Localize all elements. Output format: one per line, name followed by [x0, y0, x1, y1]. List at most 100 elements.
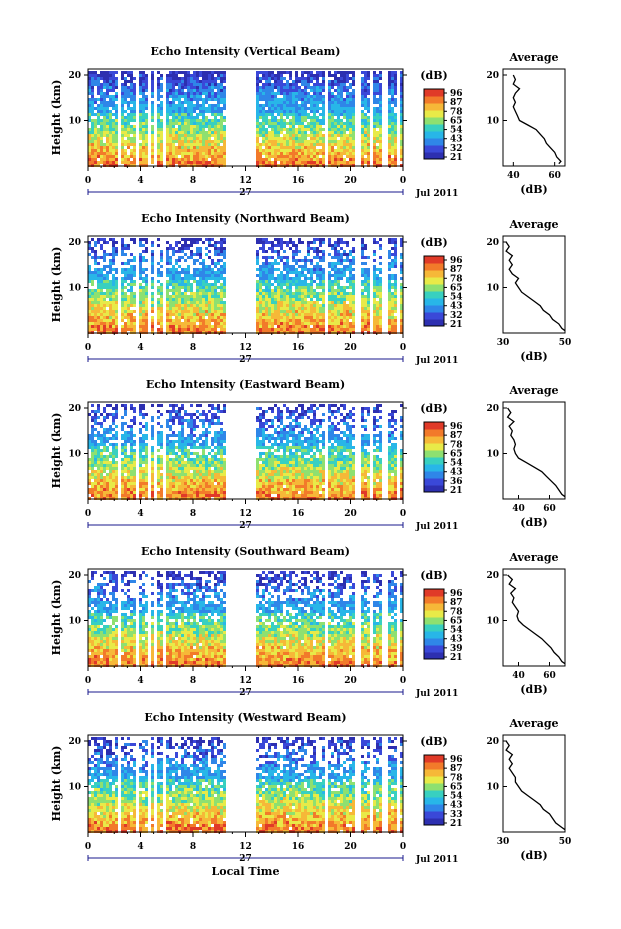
heatmap-cell: [262, 238, 265, 241]
heatmap-cell: [166, 256, 169, 259]
heatmap-cell: [172, 319, 175, 322]
heatmap-cell: [160, 134, 163, 137]
heatmap-cell: [217, 86, 220, 89]
heatmap-cell: [289, 152, 292, 155]
heatmap-cell: [124, 89, 127, 92]
heatmap-cell: [91, 143, 94, 146]
heatmap-cell: [199, 119, 202, 122]
heatmap-cell: [223, 128, 226, 131]
heatmap-cell: [364, 286, 367, 289]
heatmap-cell: [313, 250, 316, 253]
heatmap-cell: [91, 461, 94, 464]
heatmap-cell: [124, 304, 127, 307]
heatmap-cell: [340, 71, 343, 74]
colorbar-segment: [424, 270, 444, 278]
heatmap-cell: [259, 113, 262, 116]
heatmap-cell: [259, 77, 262, 80]
heatmap-cell: [388, 116, 391, 119]
heatmap-cell: [322, 101, 325, 104]
heatmap-cell: [112, 259, 115, 262]
heatmap-cell: [166, 134, 169, 137]
heatmap-cell: [181, 134, 184, 137]
heatmap-cell: [115, 149, 118, 152]
heatmap-cell: [307, 286, 310, 289]
heatmap-cell: [301, 74, 304, 77]
heatmap-cell: [376, 89, 379, 92]
heatmap-cell: [217, 286, 220, 289]
heatmap-cell: [181, 271, 184, 274]
heatmap-cell: [184, 77, 187, 80]
heatmap-cell: [319, 95, 322, 98]
heatmap-cell: [295, 131, 298, 134]
heatmap-cell: [301, 286, 304, 289]
heatmap-cell: [109, 310, 112, 313]
heatmap-cell: [361, 155, 364, 158]
heatmap-cell: [292, 325, 295, 328]
heatmap-cell: [157, 280, 160, 283]
heatmap-cell: [112, 101, 115, 104]
heatmap-cell: [274, 137, 277, 140]
heatmap-cell: [193, 253, 196, 256]
heatmap-cell: [97, 316, 100, 319]
heatmap-cell: [364, 256, 367, 259]
heatmap-cell: [256, 95, 259, 98]
heatmap-cell: [172, 283, 175, 286]
heatmap-cell: [187, 313, 190, 316]
heatmap-cell: [112, 419, 115, 422]
heatmap-cell: [331, 116, 334, 119]
heatmap-cell: [259, 328, 262, 331]
heatmap-cell: [340, 107, 343, 110]
heatmap-cell: [373, 316, 376, 319]
heatmap-cell: [301, 322, 304, 325]
heatmap-cell: [202, 316, 205, 319]
heatmap-cell: [364, 325, 367, 328]
heatmap-cell: [346, 161, 349, 164]
heatmap-cell: [205, 155, 208, 158]
heatmap-cell: [400, 158, 403, 161]
heatmap-cell: [214, 116, 217, 119]
heatmap-cell: [139, 313, 142, 316]
x-tick-label: 16: [292, 176, 305, 186]
heatmap-cell: [91, 404, 94, 407]
heatmap-cell: [208, 328, 211, 331]
heatmap-cell: [115, 325, 118, 328]
heatmap-cell: [277, 110, 280, 113]
heatmap-cell: [328, 71, 331, 74]
heatmap-cell: [283, 328, 286, 331]
heatmap-cell: [106, 134, 109, 137]
heatmap-cell: [91, 298, 94, 301]
heatmap-cell: [205, 271, 208, 274]
heatmap-cell: [133, 238, 136, 241]
heatmap-cell: [199, 107, 202, 110]
heatmap-cell: [217, 143, 220, 146]
heatmap-cell: [190, 256, 193, 259]
heatmap-cell: [166, 247, 169, 250]
heatmap-cell: [172, 292, 175, 295]
heatmap-cell: [331, 283, 334, 286]
heatmap-cell: [367, 286, 370, 289]
heatmap-cell: [109, 268, 112, 271]
heatmap-cell: [157, 83, 160, 86]
heatmap-cell: [172, 250, 175, 253]
heatmap-cell: [166, 316, 169, 319]
heatmap-cell: [187, 104, 190, 107]
heatmap-cell: [187, 98, 190, 101]
heatmap-cell: [337, 310, 340, 313]
heatmap-cell: [142, 98, 145, 101]
heatmap-cell: [301, 158, 304, 161]
heatmap-cell: [265, 307, 268, 310]
heatmap-cell: [304, 110, 307, 113]
heatmap-cell: [391, 113, 394, 116]
heatmap-cell: [295, 134, 298, 137]
heatmap-cell: [310, 125, 313, 128]
heatmap-cell: [181, 307, 184, 310]
heatmap-cell: [319, 319, 322, 322]
heatmap-cell: [364, 119, 367, 122]
heatmap-cell: [172, 104, 175, 107]
heatmap-cell: [184, 110, 187, 113]
heatmap-cell: [223, 280, 226, 283]
heatmap-cell: [127, 307, 130, 310]
heatmap-cell: [361, 134, 364, 137]
heatmap-cell: [334, 119, 337, 122]
colorbar-tick-label: 65: [450, 116, 463, 126]
